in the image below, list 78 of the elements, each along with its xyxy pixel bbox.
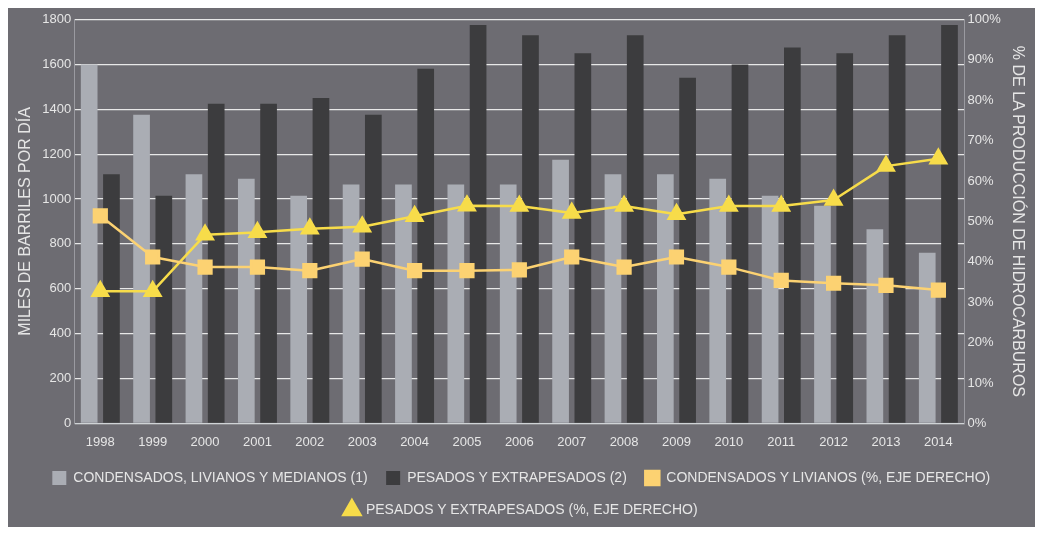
bar: [499, 184, 517, 423]
bar: [417, 68, 435, 423]
x-tick-label: 2013: [871, 433, 901, 449]
bar: [155, 195, 173, 423]
legend-label: PESADOS Y EXTRAPESADOS (2): [407, 468, 627, 485]
x-tick-label: 2009: [662, 433, 691, 449]
y-tick-label: 1200: [42, 145, 72, 161]
x-tick-label: 2008: [609, 433, 639, 449]
bar: [342, 184, 360, 423]
x-tick-label: 2010: [714, 433, 744, 449]
y-tick-label: 1800: [42, 11, 72, 27]
y2-tick-label: 80%: [967, 91, 995, 107]
y-tick-label: 1600: [42, 55, 72, 71]
y-tick-label: 0: [63, 414, 72, 430]
y2-axis-title: % DE LA PRODUCCIÓN DE HIDROCARBUROS: [1009, 45, 1028, 398]
bar: [237, 178, 255, 423]
y-tick-label: 400: [49, 325, 72, 341]
bar: [604, 174, 622, 423]
bar: [836, 53, 854, 423]
bar: [522, 35, 539, 423]
y-tick-label: 1400: [42, 100, 72, 116]
bar: [679, 77, 696, 423]
bar: [447, 184, 465, 423]
bar: [312, 98, 330, 423]
bar: [574, 53, 592, 423]
y2-tick-label: 0%: [967, 414, 987, 430]
bar: [941, 25, 958, 423]
y2-tick-label: 70%: [967, 132, 995, 148]
bar: [552, 159, 569, 423]
bar: [888, 35, 906, 423]
bar: [469, 25, 487, 423]
x-tick-label: 2004: [400, 433, 430, 449]
y2-tick-label: 30%: [967, 293, 995, 309]
bar: [133, 114, 150, 423]
bar: [761, 195, 779, 423]
x-tick-label: 2002: [295, 433, 325, 449]
x-tick-label: 2000: [190, 433, 220, 449]
y2-tick-label: 90%: [967, 51, 995, 67]
x-tick-label: 1998: [85, 433, 115, 449]
x-tick-label: 2003: [347, 433, 377, 449]
bar: [866, 229, 884, 423]
bar: [103, 174, 120, 423]
bar: [784, 47, 801, 423]
y2-tick-label: 100%: [967, 11, 1002, 27]
bar: [80, 64, 98, 423]
y-axis-title: MILES DE BARRILES POR DÍA: [15, 106, 34, 336]
y-tick-label: 200: [49, 370, 72, 386]
y2-tick-label: 20%: [967, 334, 995, 350]
bar: [395, 184, 412, 423]
legend-label: CONDENSADOS Y LIVIANOS (%, EJE DERECHO): [666, 468, 991, 485]
bar: [709, 178, 727, 423]
y-tick-label: 1000: [42, 190, 72, 206]
bar: [626, 35, 644, 423]
bar: [260, 103, 277, 423]
bar: [207, 103, 225, 423]
x-tick-label: 2006: [504, 433, 534, 449]
bar: [814, 205, 831, 423]
legend-label: PESADOS Y EXTRAPESADOS (%, EJE DERECHO): [365, 500, 698, 517]
y2-tick-label: 60%: [967, 172, 995, 188]
x-tick-label: 2007: [557, 433, 587, 449]
x-tick-label: 2011: [767, 433, 796, 449]
x-tick-label: 1999: [138, 433, 168, 449]
bar: [185, 174, 203, 423]
x-tick-label: 2012: [819, 433, 849, 449]
y-tick-label: 800: [49, 235, 72, 251]
x-tick-label: 2005: [452, 433, 482, 449]
y-tick-label: 600: [49, 280, 72, 296]
x-tick-label: 2001: [242, 433, 272, 449]
x-tick-label: 2014: [923, 433, 953, 449]
bar: [656, 174, 674, 423]
y2-tick-label: 40%: [967, 253, 995, 269]
bar: [290, 195, 308, 423]
y2-tick-label: 10%: [967, 374, 995, 390]
y2-tick-label: 50%: [967, 213, 995, 229]
bar: [364, 114, 382, 423]
bar: [918, 252, 936, 423]
legend-label: CONDENSADOS, LIVIANOS Y MEDIANOS (1): [73, 468, 368, 485]
bar: [731, 64, 749, 423]
